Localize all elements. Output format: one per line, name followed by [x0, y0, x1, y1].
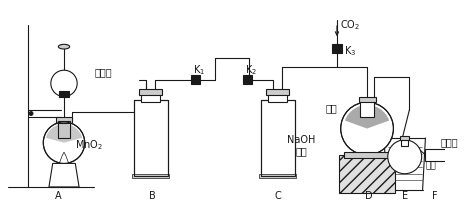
Bar: [425, 149, 473, 161]
Bar: [261, 100, 295, 176]
Bar: [141, 93, 160, 102]
Text: 浓盐酸: 浓盐酸: [94, 67, 112, 77]
Bar: [134, 100, 167, 176]
Text: 冷水: 冷水: [425, 162, 436, 171]
Bar: [339, 155, 395, 193]
Bar: [58, 121, 70, 138]
Polygon shape: [49, 163, 79, 187]
Text: C: C: [274, 191, 281, 201]
Text: A: A: [55, 191, 61, 201]
Text: 碱石灰: 碱石灰: [440, 137, 458, 147]
Bar: [136, 102, 166, 174]
Bar: [400, 136, 410, 140]
Circle shape: [29, 112, 33, 115]
Ellipse shape: [58, 44, 70, 49]
Bar: [58, 121, 70, 138]
Wedge shape: [46, 124, 82, 143]
Text: NaOH
溶液: NaOH 溶液: [287, 135, 315, 156]
Bar: [259, 174, 297, 177]
Bar: [261, 100, 295, 176]
Bar: [139, 89, 162, 95]
Bar: [132, 174, 169, 177]
Text: B: B: [149, 191, 156, 201]
Text: 黄磷: 黄磷: [325, 103, 337, 113]
Bar: [332, 44, 342, 53]
Bar: [56, 117, 71, 123]
Text: F: F: [432, 191, 438, 201]
Circle shape: [388, 140, 421, 174]
Bar: [59, 91, 69, 97]
Text: K$_1$: K$_1$: [193, 63, 205, 77]
Circle shape: [51, 70, 77, 97]
Circle shape: [341, 102, 394, 155]
Text: D: D: [365, 191, 373, 201]
Bar: [243, 75, 252, 84]
Text: MnO$_2$: MnO$_2$: [76, 139, 104, 152]
Text: CO$_2$: CO$_2$: [340, 18, 360, 32]
Bar: [191, 75, 201, 84]
Polygon shape: [59, 152, 69, 163]
Text: E: E: [402, 191, 408, 201]
Bar: [401, 138, 409, 146]
Bar: [359, 97, 376, 102]
Bar: [134, 100, 167, 176]
Wedge shape: [345, 105, 389, 128]
Text: K$_3$: K$_3$: [344, 45, 357, 58]
Bar: [427, 151, 473, 159]
Bar: [360, 100, 374, 117]
Bar: [263, 102, 293, 174]
Text: K$_2$: K$_2$: [245, 63, 257, 77]
Circle shape: [44, 122, 85, 163]
Bar: [343, 152, 391, 158]
Bar: [268, 93, 287, 102]
Bar: [266, 89, 289, 95]
